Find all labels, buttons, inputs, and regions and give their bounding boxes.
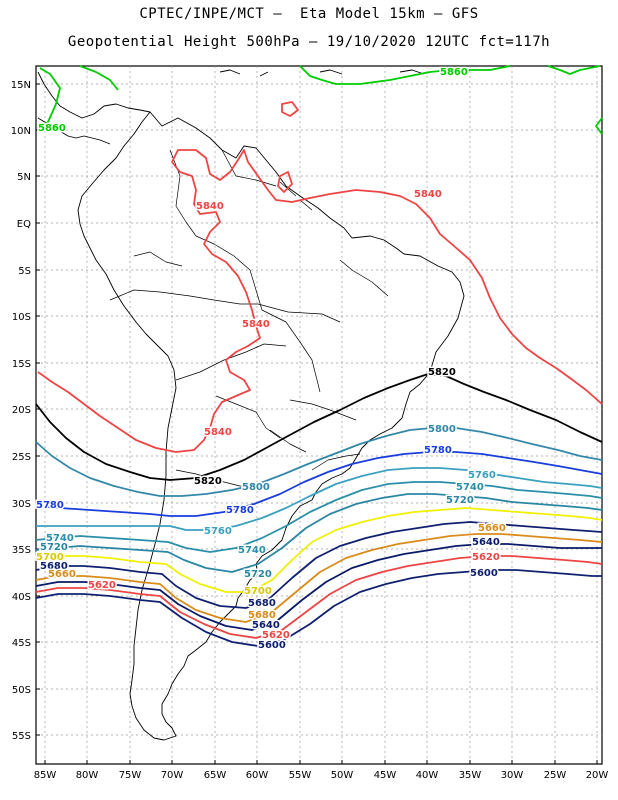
contour-label: 5760 [468, 470, 496, 481]
central-america-coastline [37, 71, 151, 119]
lat-label: EQ [17, 219, 31, 230]
lat-label: 10S [12, 312, 31, 323]
lon-label: 80W [76, 770, 99, 781]
contour-5780 [35, 451, 603, 517]
contour-label: 5740 [46, 533, 74, 544]
contour-5680 [35, 521, 603, 609]
contour-label: 5660 [478, 523, 506, 534]
contour-label: 5840 [204, 427, 232, 438]
lat-label: 50S [12, 685, 31, 696]
south-america-coastline [77, 111, 465, 741]
contour-label: 5840 [242, 319, 270, 330]
lon-label: 60W [246, 770, 269, 781]
contour-label: 5660 [48, 569, 76, 580]
contour-label: 5720 [244, 569, 272, 580]
lat-label: 15S [12, 359, 31, 370]
lat-label: 5N [17, 172, 31, 183]
chart-subtitle: Geopotential Height 500hPa – 19/10/2020 … [67, 34, 551, 50]
coastlines [37, 69, 465, 741]
contour-label: 5700 [36, 552, 64, 563]
contour-label: 5740 [238, 545, 266, 556]
lat-label: 20S [12, 405, 31, 416]
chart-title: CPTEC/INPE/MCT – Eta Model 15km – GFS [139, 6, 479, 22]
contour-label: 5760 [204, 526, 232, 537]
latitude-labels: 15N 10N 5N EQ 5S 10S 15S 20S 25S 30S 35S… [11, 80, 31, 742]
contour-label: 5600 [470, 568, 498, 579]
lon-label: 25W [544, 770, 567, 781]
contour-5760 [36, 467, 603, 531]
contour-label: 5720 [40, 542, 68, 553]
contour-label: 5780 [36, 500, 64, 511]
contour-label: 5680 [248, 610, 276, 621]
lat-label: 25S [12, 452, 31, 463]
contour-label: 5640 [472, 537, 500, 548]
contour-5600 [35, 569, 602, 647]
contour-5660 [35, 533, 603, 623]
contour-label: 5840 [196, 201, 224, 212]
lat-label: 30S [12, 499, 31, 510]
contour-5620 [35, 555, 603, 639]
lat-label: 40S [12, 592, 31, 603]
contour-label: 5620 [88, 580, 116, 591]
contour-label: 5780 [424, 445, 452, 456]
lon-label: 85W [34, 770, 57, 781]
contour-5840-island2 [277, 171, 293, 193]
contour-label: 5820 [428, 367, 456, 378]
contour-label: 5860 [38, 123, 66, 134]
caribbean-islands [219, 69, 451, 77]
axis-ticks [36, 83, 598, 764]
contour-label: 5680 [40, 561, 68, 572]
contour-label: 5700 [244, 586, 272, 597]
lon-label: 75W [119, 770, 142, 781]
lat-label: 45S [12, 638, 31, 649]
contour-5800 [35, 427, 603, 497]
map-frame [35, 65, 603, 765]
contour-label: 5600 [258, 640, 286, 651]
lon-label: 20W [586, 770, 609, 781]
contour-5820 [35, 373, 603, 481]
lat-label: 5S [18, 266, 31, 277]
contour-label: 5800 [428, 424, 456, 435]
contour-label: 5820 [194, 476, 222, 487]
contour-label: 5800 [242, 482, 270, 493]
central-america-pacific-coast [37, 117, 111, 145]
lon-label: 35W [459, 770, 482, 781]
lat-label: 55S [12, 731, 31, 742]
contour-5640 [35, 543, 602, 631]
contour-5860-north [37, 65, 603, 135]
gridlines [36, 66, 602, 764]
lon-label: 40W [416, 770, 439, 781]
contour-5840-island [281, 101, 299, 117]
lon-label: 50W [331, 770, 354, 781]
lon-label: 55W [289, 770, 312, 781]
contour-5700 [35, 507, 603, 593]
contour-5740 [35, 481, 603, 553]
height-contours [35, 65, 603, 647]
lat-label: 35S [12, 545, 31, 556]
contour-5840 [37, 149, 603, 453]
contour-labels: 5860 5860 5840 5840 5840 5840 5820 5820 … [35, 66, 508, 653]
longitude-labels: 85W 80W 75W 70W 65W 60W 55W 50W 45W 40W … [34, 770, 609, 781]
lon-label: 65W [204, 770, 227, 781]
contour-label: 5860 [440, 67, 468, 78]
contour-label: 5640 [252, 620, 280, 631]
lon-label: 45W [374, 770, 397, 781]
contour-label: 5780 [226, 505, 254, 516]
lat-label: 15N [11, 80, 31, 91]
contour-label: 5840 [414, 189, 442, 200]
contour-label: 5620 [262, 630, 290, 641]
contour-label: 5680 [248, 598, 276, 609]
contour-label: 5720 [446, 495, 474, 506]
lat-label: 10N [11, 126, 31, 137]
contour-label: 5620 [472, 552, 500, 563]
contour-5720 [35, 493, 603, 573]
lon-label: 70W [161, 770, 184, 781]
lon-label: 30W [501, 770, 524, 781]
contour-label: 5740 [456, 482, 484, 493]
